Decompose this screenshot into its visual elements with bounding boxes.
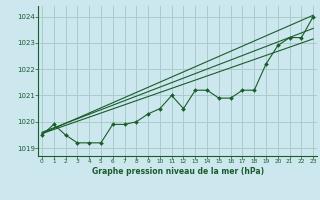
X-axis label: Graphe pression niveau de la mer (hPa): Graphe pression niveau de la mer (hPa) bbox=[92, 167, 264, 176]
